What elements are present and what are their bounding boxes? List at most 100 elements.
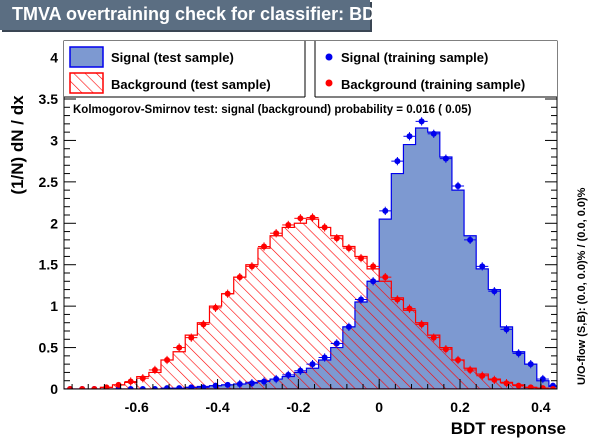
ks-test-text: Kolmogorov-Smirnov test: signal (backgro… — [73, 104, 472, 116]
background-train-point — [367, 262, 380, 271]
signal-train-point — [270, 374, 283, 384]
signal-train-point — [221, 381, 234, 388]
x-tick-label: -0.6 — [125, 399, 149, 415]
y-tick-label: 0 — [50, 381, 58, 397]
signal-train-point — [427, 129, 440, 138]
legend: Signal (test sample) Background (test sa… — [64, 41, 557, 98]
background-train-point — [391, 295, 404, 304]
signal-train-point — [197, 384, 210, 389]
signal-train-point — [476, 262, 489, 271]
signal-train-point — [160, 385, 174, 389]
signal-train-point — [403, 132, 416, 141]
signal-train-point — [282, 370, 295, 380]
legend-background — [64, 41, 557, 97]
signal-train-point — [415, 117, 428, 126]
signal-train-point — [124, 386, 137, 389]
histogram-layer — [64, 127, 557, 389]
signal-train-marker — [325, 53, 333, 61]
signal-train-point — [500, 325, 513, 334]
signal-train-point — [245, 379, 258, 388]
background-train-point — [476, 371, 489, 380]
background-train-point — [270, 229, 283, 238]
chart-title: TMVA overtraining check for classifier: … — [12, 4, 387, 24]
signal-train-point — [488, 287, 501, 296]
signal-train-point — [330, 339, 343, 348]
y-axis-title: (1/N) dN / dx — [8, 95, 27, 195]
background-train-point — [306, 213, 319, 222]
signal-train-point — [318, 353, 331, 362]
background-train-point — [318, 223, 331, 232]
background-train-point — [524, 384, 537, 389]
signal-train-point — [512, 349, 525, 358]
background-train-point — [294, 214, 307, 223]
background-train-point — [136, 374, 149, 383]
background-train-point — [112, 381, 125, 388]
y-tick-label: 3.5 — [39, 91, 59, 107]
background-train-point — [415, 320, 428, 329]
signal-train-point — [379, 206, 392, 215]
x-tick-label: -0.2 — [286, 399, 310, 415]
signal-train-point — [136, 386, 149, 389]
background-train-point — [76, 386, 89, 389]
x-tick-label: 0 — [375, 399, 383, 415]
background-train-point — [88, 386, 101, 389]
background-train-point — [160, 355, 174, 365]
background-train-point — [536, 385, 549, 389]
overflow-text: U/O-flow (S,B): (0.0, 0.0)% / (0.0, 0.0)… — [576, 187, 588, 385]
signal-train-point — [439, 154, 452, 163]
background-test-label: Background (test sample) — [111, 77, 271, 92]
background-train-point — [100, 384, 113, 389]
background-train-point — [548, 386, 557, 389]
background-train-point — [148, 365, 161, 375]
background-train-point — [197, 320, 210, 329]
signal-train-point — [391, 157, 404, 166]
signal-test-label: Signal (test sample) — [111, 50, 234, 65]
background-train-point — [403, 304, 416, 313]
background-train-point — [451, 355, 465, 365]
background-train-point — [330, 234, 343, 243]
signal-train-point — [233, 379, 246, 389]
x-tick-label: -0.4 — [205, 399, 229, 415]
signal-train-point — [209, 382, 222, 389]
signal-train-point — [524, 360, 537, 369]
signal-train-point — [342, 322, 355, 331]
background-train-point — [257, 242, 271, 251]
background-train-point — [221, 289, 234, 298]
y-tick-label: 2.5 — [39, 174, 59, 190]
x-tick-label: 0.2 — [450, 399, 470, 415]
y-tick-label: 2 — [50, 215, 58, 231]
background-train-point — [173, 343, 186, 352]
background-train-point — [354, 253, 368, 263]
background-train-point — [282, 220, 295, 230]
signal-train-point — [173, 385, 186, 389]
x-tick-label: 0.4 — [531, 399, 551, 415]
signal-train-point — [451, 181, 465, 191]
background-train-point — [342, 244, 355, 253]
background-train-marker — [325, 79, 333, 87]
signal-train-point — [354, 295, 368, 304]
signal-train-point — [464, 235, 477, 244]
x-axis-title: BDT response — [451, 419, 566, 438]
background-train-point — [464, 365, 477, 375]
background-train-label: Background (training sample) — [341, 77, 525, 92]
signal-train-point — [148, 386, 161, 389]
background-test-swatch — [69, 72, 104, 94]
y-tick-label: 3 — [50, 132, 58, 148]
background-train-point — [500, 379, 513, 388]
y-tick-label: 1.5 — [39, 257, 59, 273]
signal-test-swatch — [69, 46, 104, 68]
signal-train-point — [306, 360, 319, 369]
background-train-point — [64, 386, 77, 389]
signal-train-point — [367, 277, 380, 286]
y-tick-label: 0.5 — [39, 340, 59, 356]
points-layer — [64, 117, 557, 389]
signal-train-point — [294, 366, 307, 375]
signal-train-point — [536, 374, 549, 384]
signal-train-point — [185, 384, 198, 389]
background-train-point — [439, 345, 452, 354]
background-train-point — [209, 303, 222, 312]
y-tick-label: 4 — [50, 50, 58, 66]
background-train-point — [488, 375, 501, 385]
signal-train-label: Signal (training sample) — [341, 50, 488, 65]
